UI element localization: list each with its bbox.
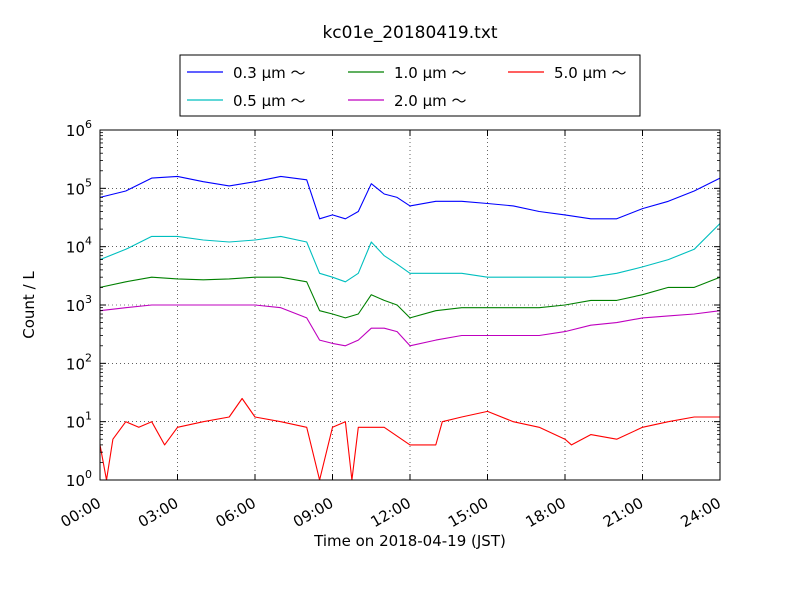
series-line: [99, 223, 721, 283]
y-axis-label: Count / L: [20, 271, 38, 339]
x-tick-label: 18:00: [523, 494, 569, 531]
legend-label: 0.5 μm ～: [233, 92, 306, 110]
series-line: [99, 276, 721, 319]
x-tick-label: 21:00: [600, 494, 646, 531]
axes: 100 101 102 103 104 105 106 00:00 03:00 06:00 09:0…: [58, 118, 724, 531]
legend-label: 0.3 μm ～: [233, 64, 306, 82]
chart-title: kc01e_20180419.txt: [322, 23, 497, 43]
legend-label: 5.0 μm ～: [554, 64, 627, 82]
series-line: [99, 175, 721, 220]
legend-label: 1.0 μm ～: [394, 64, 467, 82]
y-tick-label: 101: [66, 410, 92, 432]
series-line: [99, 304, 721, 347]
legend: 0.3 μm ～ 0.5 μm ～ 1.0 μm ～ 2.0 μm ～ 5.0 μm ～: [179, 54, 641, 117]
y-tick-label: 105: [66, 176, 92, 198]
y-tick-label: 100: [66, 468, 92, 490]
x-tick-label: 03:00: [135, 494, 181, 531]
legend-box: [179, 54, 641, 117]
legend-label: 2.0 μm ～: [394, 92, 467, 110]
y-tick-label: 103: [66, 293, 92, 315]
x-axis-label: Time on 2018-04-19 (JST): [313, 532, 506, 550]
x-tick-label: 24:00: [678, 494, 724, 531]
x-tick-label: 12:00: [368, 494, 414, 531]
grid: [100, 130, 720, 480]
x-tick-label: 15:00: [445, 494, 491, 531]
y-tick-label: 102: [66, 351, 92, 373]
x-tick-label: 00:00: [58, 494, 104, 531]
x-tick-label: 09:00: [290, 494, 336, 531]
y-tick-label: 104: [66, 235, 92, 257]
y-tick-label: 106: [66, 118, 92, 140]
x-tick-label: 06:00: [213, 494, 259, 531]
